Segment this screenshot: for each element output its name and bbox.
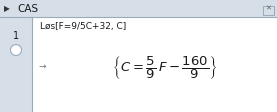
Text: ▶: ▶ [4,4,10,13]
Bar [32,17,277,112]
Bar [0,0,277,17]
Text: $\left\{C=\dfrac{5}{9}\,F-\dfrac{160}{9}\right\}$: $\left\{C=\dfrac{5}{9}\,F-\dfrac{160}{9}… [112,54,218,81]
Text: →: → [38,61,46,70]
Text: ✕: ✕ [266,5,271,12]
Text: CAS: CAS [17,3,38,14]
Text: 1: 1 [13,31,19,41]
Text: Løs[F=9/5C+32, C]: Løs[F=9/5C+32, C] [40,22,126,30]
Bar [263,6,274,15]
Circle shape [11,44,22,56]
Bar [0,17,32,112]
